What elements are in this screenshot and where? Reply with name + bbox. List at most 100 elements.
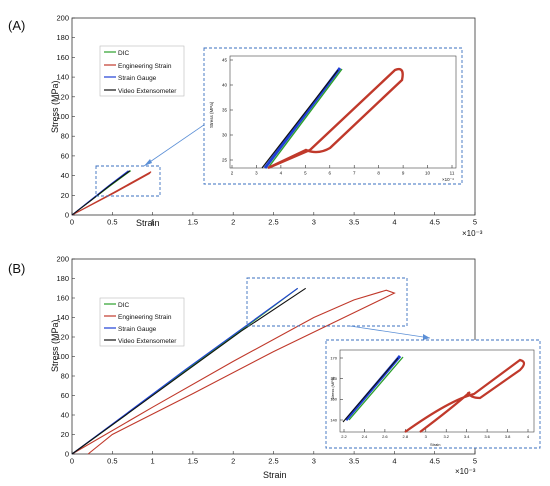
panel-b-series: [71, 287, 396, 455]
panel-a-inset-y-tick-label: 45: [222, 58, 228, 63]
panel-b-inset-y-tick-label: 170: [330, 355, 337, 360]
panel-a-zoom-arrowhead: [144, 159, 152, 166]
panel-b-x-tick-label: 4: [392, 457, 396, 466]
panel-a-inset-y-ticks: 25 30 35 40 45: [222, 58, 233, 163]
panel-a-x-tick-label: 1.5: [188, 218, 198, 227]
panel-a-inset-series: [261, 67, 404, 170]
panel-a-y-tick-label: 200: [56, 14, 69, 23]
panel-b-inset-series-video-extensometer: [342, 357, 399, 423]
panel-b-inset-x-label: Strain: [430, 442, 440, 447]
panel-a-inset-x-tick-label: 5: [304, 171, 307, 176]
panel-b-y-tick-label: 80: [61, 372, 69, 381]
panel-b-inset-border: [325, 339, 541, 449]
panel-a-x-tick-label: 2: [231, 218, 235, 227]
panel-a-series-engineering-strain: [71, 171, 152, 216]
panel-b-y-tick-label: 100: [56, 352, 69, 361]
panel-a-inset-x-tick-label: 6: [329, 171, 332, 176]
panel-b-inset-y-tick-label: 140: [330, 417, 337, 422]
panel-b-y-tick-label: 120: [56, 333, 69, 342]
panel-b-y-tick-label: 200: [56, 255, 69, 264]
panel-b-inset-series-dic: [348, 356, 404, 421]
panel-b-x-tick-label: 1.5: [188, 457, 198, 466]
panel-a-inset-y-tick-label: 35: [222, 108, 228, 113]
panel-a-inset-y-tick-label: 40: [222, 83, 228, 88]
panel-b-x-ticks: 0 0.5 1 1.5 2 2.5 3 3.5 4 4.5 5: [70, 451, 477, 466]
panel-b-legend: DIC Engineering Strain Strain Gauge Vide…: [99, 297, 185, 347]
panel-b-zoom-arrowhead: [423, 334, 430, 340]
panel-a-series-video-extensometer: [71, 170, 131, 216]
legend-entry-dic: DIC: [118, 50, 130, 57]
panel-a-inset-x-tick-label: 8: [377, 171, 380, 176]
panel-b-x-tick-label: 2: [231, 457, 235, 466]
panel-b-x-tick-label: 3.5: [349, 457, 359, 466]
panel-a-x-tick-label: 0.5: [107, 218, 117, 227]
panel-a-inset-series-video-extensometer: [261, 69, 339, 169]
panel-b-inset-series-engineering-strain: [404, 358, 526, 433]
panel-a-inset-x-tick-label: 2: [231, 171, 234, 176]
panel-b-inset-x-tick-label: 3.6: [484, 434, 490, 439]
legend-entry-video-extensometer: Video Extensometer: [118, 88, 177, 95]
panel-a-x-tick-label: 2.5: [268, 218, 278, 227]
legend-entry-engineering-strain: Engineering Strain: [118, 63, 172, 70]
panel-b-inset-y-ticks: 140 150 160 170: [330, 355, 343, 422]
panel-b-y-tick-label: 0: [65, 450, 69, 459]
panel-a-x-ticks: 0 0.5 1 1.5 2 2.5 3 3.5 4 4.5 5: [70, 212, 477, 227]
legend-entry-engineering-strain: Engineering Strain: [118, 314, 172, 321]
panel-a-inset-x-multiplier: ×10⁻⁴: [442, 177, 454, 182]
panel-b-inset-x-tick-label: 4: [527, 434, 530, 439]
panel-a: (A) 0 20 40 60 80 100 120 140 160 180 200 0 0.5 1 1.5…: [8, 14, 483, 239]
panel-a-y-tick-label: 160: [56, 53, 69, 62]
panel-a-series: [71, 170, 152, 216]
panel-a-y-tick-label: 60: [61, 151, 69, 160]
panel-b-inset-x-ticks: 2.2 2.4 2.6 2.8 3 3.2 3.4 3.6 3.8 4: [341, 429, 530, 439]
panel-a-legend-box: [99, 45, 185, 97]
panel-b-x-multiplier: ×10⁻³: [455, 467, 476, 476]
panel-b-inset-y-tick-label: 150: [330, 397, 337, 402]
panel-a-x-axis-label: Strain: [136, 218, 160, 228]
panel-a-x-tick-label: 4.5: [429, 218, 439, 227]
panel-a-y-tick-label: 180: [56, 33, 69, 42]
panel-a-x-tick-label: 1: [151, 218, 155, 227]
panel-a-inset-x-tick-label: 11: [450, 171, 455, 176]
panel-b-x-tick-label: 1: [151, 457, 155, 466]
panel-a-inset-y-tick-label: 30: [222, 133, 228, 138]
panel-b-inset-x-tick-label: 3.8: [505, 434, 511, 439]
panel-a-y-tick-label: 20: [61, 191, 69, 200]
panel-a-inset-border: [203, 47, 463, 185]
panel-a-legend: DIC Engineering Strain Strain Gauge Vide…: [99, 45, 185, 97]
legend-entry-strain-gauge: Strain Gauge: [118, 75, 157, 82]
panel-b-x-tick-label: 2.5: [268, 457, 278, 466]
panel-a-y-tick-label: 120: [56, 92, 69, 101]
panel-a-y-axis-label: Stress (MPa): [50, 80, 60, 133]
panel-b-y-ticks: 0 20 40 60 80 100 120 140 160 180 200: [56, 255, 75, 459]
panel-a-inset-x-tick-label: 4: [280, 171, 283, 176]
panel-b-inset-y-label: Stress (MPa): [330, 376, 335, 400]
panel-b-y-tick-label: 20: [61, 430, 69, 439]
panel-b-inset-x-tick-label: 2.2: [341, 434, 347, 439]
panel-a-inset-x-tick-label: 7: [353, 171, 356, 176]
panel-b-series-video-extensometer: [71, 287, 307, 455]
panel-a-x-tick-label: 4: [392, 218, 396, 227]
panel-b-inset-x-tick-label: 2.6: [382, 434, 388, 439]
panel-a-zoom-connector: [143, 117, 215, 167]
panel-a-label: (A): [8, 18, 25, 33]
panel-b-label: (B): [8, 261, 25, 276]
panel-a-inset-x-ticks: 2 3 4 5 6 7 8 9 10 11: [231, 165, 455, 176]
panel-a-x-multiplier: ×10⁻³: [462, 229, 483, 238]
panel-a-y-tick-label: 0: [65, 211, 69, 220]
panel-b-y-tick-label: 40: [61, 411, 69, 420]
panel-a-y-tick-label: 40: [61, 171, 69, 180]
panel-b-inset-axes: [339, 349, 535, 433]
panel-a-y-tick-label: 80: [61, 132, 69, 141]
panel-b-x-axis-label: Strain: [263, 470, 287, 480]
legend-entry-video-extensometer: Video Extensometer: [118, 338, 177, 345]
legend-entry-strain-gauge: Strain Gauge: [118, 326, 157, 333]
panel-a-inset-x-tick-label: 3: [255, 171, 258, 176]
panel-b-inset-series: [342, 355, 526, 433]
panel-b-y-tick-label: 140: [56, 313, 69, 322]
panel-a-x-tick-label: 3: [312, 218, 316, 227]
panel-a-inset-x-tick-label: 9: [402, 171, 405, 176]
panel-b-zoom-connector: [349, 325, 431, 339]
panel-a-inset-series-dic: [267, 68, 343, 169]
